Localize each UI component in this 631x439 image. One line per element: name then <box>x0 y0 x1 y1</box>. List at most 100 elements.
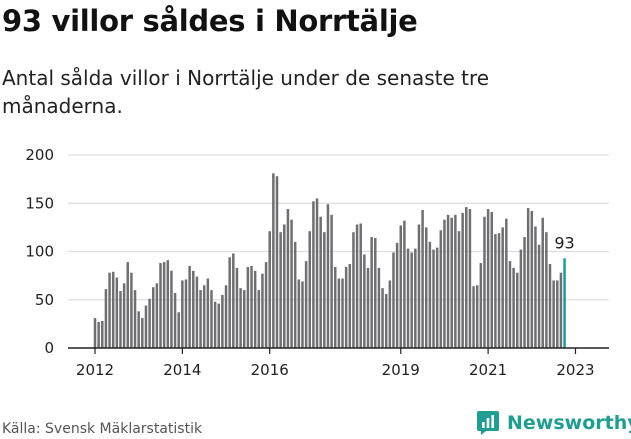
bar <box>192 270 195 348</box>
x-tick-label: 2021 <box>469 361 507 379</box>
bar <box>392 252 395 348</box>
bar <box>111 271 115 348</box>
bar <box>166 260 170 348</box>
bar <box>308 231 312 348</box>
bar <box>526 208 530 348</box>
x-tick-label: 2016 <box>251 361 289 379</box>
bar <box>195 276 199 348</box>
bar-chart: 0 50 100 150 200 2012 2014 2016 2019 2021 2023 93 <box>25 146 609 379</box>
highlight-value-label: 93 <box>554 233 574 252</box>
bar <box>159 263 162 348</box>
bar <box>115 277 119 348</box>
bar <box>217 303 221 348</box>
bar <box>242 290 246 348</box>
x-tick-label: 2014 <box>163 361 201 379</box>
bar <box>465 207 468 348</box>
bar <box>352 232 355 348</box>
bar <box>122 283 126 348</box>
bar <box>239 288 242 348</box>
bar <box>399 225 403 348</box>
bar <box>519 249 523 348</box>
bar <box>181 280 184 348</box>
bar <box>144 305 148 348</box>
bar <box>497 233 501 348</box>
bar <box>297 279 301 348</box>
bar <box>475 285 479 348</box>
bar <box>490 211 494 348</box>
bar <box>213 301 217 348</box>
chart-title: 93 villor såldes i Norrtälje <box>2 4 418 38</box>
bar <box>530 210 534 348</box>
bar <box>199 290 202 348</box>
bar <box>472 286 475 348</box>
bar <box>450 217 453 348</box>
chart-subtitle: Antal sålda villor i Norrtälje under de … <box>2 66 490 118</box>
bar <box>534 226 537 348</box>
bar <box>246 266 250 348</box>
bar <box>417 224 421 348</box>
bar <box>261 273 264 348</box>
y-tick-label: 150 <box>25 194 54 212</box>
bar <box>188 265 191 348</box>
bar <box>523 237 526 348</box>
bar <box>421 210 424 348</box>
bar <box>501 227 504 348</box>
bar <box>443 219 446 348</box>
bar <box>304 261 308 348</box>
bar <box>319 216 322 348</box>
bar <box>312 201 315 348</box>
source-note: Källa: Svensk Mäklarstatistik <box>2 421 203 437</box>
bar <box>515 272 519 348</box>
bar <box>454 214 457 348</box>
bar <box>264 262 268 348</box>
bar <box>370 237 373 348</box>
y-tick-label: 100 <box>25 243 54 261</box>
bar <box>446 214 450 348</box>
bar <box>381 288 384 348</box>
bar <box>359 223 362 348</box>
bar <box>133 290 137 348</box>
x-tick-label: 2012 <box>76 361 114 379</box>
bar <box>224 285 228 348</box>
bar <box>151 287 155 348</box>
bar <box>286 209 290 348</box>
brand-name: Newsworthy <box>507 412 631 434</box>
bar <box>468 209 472 348</box>
bar <box>173 292 177 348</box>
bar <box>410 252 413 348</box>
bar <box>424 227 428 348</box>
bar <box>279 232 282 348</box>
newsworthy-brand[interactable]: Newsworthy <box>476 408 631 438</box>
bar <box>366 267 370 348</box>
bar <box>126 262 130 348</box>
bar <box>414 248 417 348</box>
bar <box>505 218 508 348</box>
bar <box>439 230 443 348</box>
bar <box>403 220 406 348</box>
bar <box>232 253 235 348</box>
bar <box>344 266 348 348</box>
bar <box>323 232 326 348</box>
highlight-bar <box>563 258 566 348</box>
bar <box>537 244 541 348</box>
bar <box>552 280 555 348</box>
y-tick-label: 200 <box>25 146 54 164</box>
bar <box>508 261 512 348</box>
bar <box>541 217 544 348</box>
bar <box>202 285 206 348</box>
bar <box>388 280 392 348</box>
bar <box>315 198 319 348</box>
x-tick-label: 2023 <box>556 361 594 379</box>
bar <box>355 224 359 348</box>
bar <box>141 318 144 348</box>
bar <box>93 318 97 348</box>
bar <box>155 283 159 348</box>
bar <box>162 262 166 348</box>
bar <box>326 204 330 348</box>
bar <box>108 272 111 348</box>
bar <box>97 321 100 348</box>
bar <box>479 263 483 348</box>
bar <box>374 237 377 348</box>
bar <box>432 249 435 348</box>
bar <box>293 241 297 348</box>
